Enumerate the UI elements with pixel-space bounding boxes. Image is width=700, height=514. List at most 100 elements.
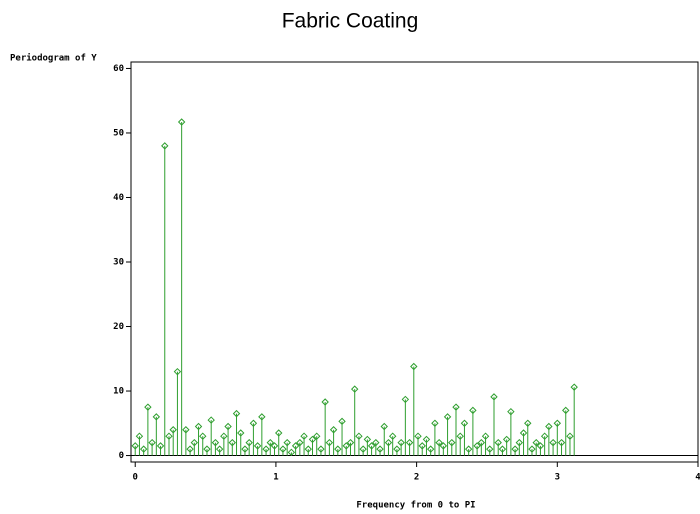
- marker: [135, 432, 144, 440]
- marker: [566, 432, 574, 440]
- marker: [186, 445, 194, 453]
- marker: [249, 419, 258, 427]
- marker: [258, 413, 266, 421]
- marker: [414, 432, 422, 440]
- marker: [507, 407, 515, 416]
- marker: [367, 442, 376, 450]
- marker: [165, 432, 173, 440]
- marker: [545, 422, 553, 431]
- marker: [498, 445, 507, 453]
- marker: [270, 442, 279, 450]
- marker: [405, 438, 414, 447]
- y-tick-label: 50: [113, 128, 124, 138]
- marker: [329, 426, 338, 434]
- marker: [388, 432, 397, 440]
- marker: [262, 445, 270, 453]
- marker: [182, 426, 190, 434]
- marker: [519, 429, 528, 437]
- marker: [287, 448, 296, 457]
- marker: [355, 432, 363, 440]
- marker: [469, 406, 477, 415]
- plot-frame: [130, 61, 699, 463]
- x-axis-label: Frequency from 0 to PI: [356, 501, 475, 511]
- y-tick-label: 60: [113, 64, 124, 74]
- y-tick-label: 0: [119, 451, 124, 461]
- marker: [325, 438, 334, 447]
- marker: [435, 438, 443, 447]
- y-tick-label: 20: [113, 322, 124, 332]
- marker: [148, 438, 156, 447]
- y-axis-label: Periodogram of Y: [10, 53, 97, 64]
- marker: [266, 438, 274, 447]
- marker: [338, 417, 346, 426]
- marker: [460, 419, 469, 427]
- marker: [439, 442, 448, 450]
- y-tick-label: 40: [113, 193, 124, 203]
- x-tick-label: 1: [273, 473, 278, 483]
- marker: [401, 395, 410, 404]
- x-tick-label: 4: [695, 473, 700, 483]
- marker: [245, 438, 253, 447]
- marker: [173, 367, 182, 376]
- marker: [481, 432, 490, 440]
- marker: [304, 445, 312, 453]
- marker: [334, 445, 342, 453]
- marker: [300, 432, 308, 440]
- marker: [317, 445, 325, 453]
- marker: [275, 429, 283, 437]
- marker: [169, 426, 177, 434]
- x-tick-label: 0: [133, 473, 138, 483]
- marker: [562, 406, 570, 415]
- marker: [313, 432, 321, 440]
- marker: [291, 442, 300, 450]
- marker: [232, 409, 241, 418]
- marker: [346, 438, 355, 447]
- marker: [207, 416, 215, 424]
- marker: [321, 398, 329, 406]
- marker: [549, 438, 557, 447]
- marker: [524, 419, 532, 427]
- marker: [376, 445, 384, 453]
- marker: [156, 442, 165, 450]
- marker: [486, 445, 494, 453]
- marker: [380, 422, 388, 431]
- marker: [144, 403, 152, 411]
- marker: [532, 438, 540, 447]
- marker: [448, 438, 456, 447]
- marker: [296, 438, 304, 447]
- marker: [418, 442, 426, 450]
- x-tick-label: 3: [555, 473, 560, 483]
- marker: [211, 438, 220, 447]
- marker: [384, 438, 393, 447]
- marker: [422, 435, 431, 444]
- marker: [540, 432, 549, 440]
- marker: [139, 445, 148, 453]
- marker: [443, 413, 452, 421]
- marker: [363, 435, 372, 444]
- marker: [431, 419, 439, 427]
- marker: [220, 432, 228, 440]
- marker: [511, 445, 519, 453]
- marker: [397, 438, 405, 447]
- y-tick-label: 30: [113, 258, 124, 268]
- marker: [464, 445, 473, 453]
- marker: [215, 445, 224, 453]
- marker: [203, 445, 211, 453]
- marker: [494, 438, 502, 447]
- marker: [553, 419, 562, 427]
- marker: [177, 118, 186, 126]
- marker: [131, 442, 139, 450]
- marker: [372, 438, 380, 447]
- marker: [452, 403, 460, 411]
- marker: [393, 445, 401, 453]
- marker: [241, 445, 249, 453]
- marker: [456, 432, 464, 440]
- marker: [557, 438, 566, 447]
- marker: [359, 445, 367, 453]
- marker: [515, 438, 524, 447]
- marker: [410, 362, 418, 371]
- marker: [253, 442, 262, 450]
- marker: [161, 142, 169, 150]
- marker: [350, 385, 359, 393]
